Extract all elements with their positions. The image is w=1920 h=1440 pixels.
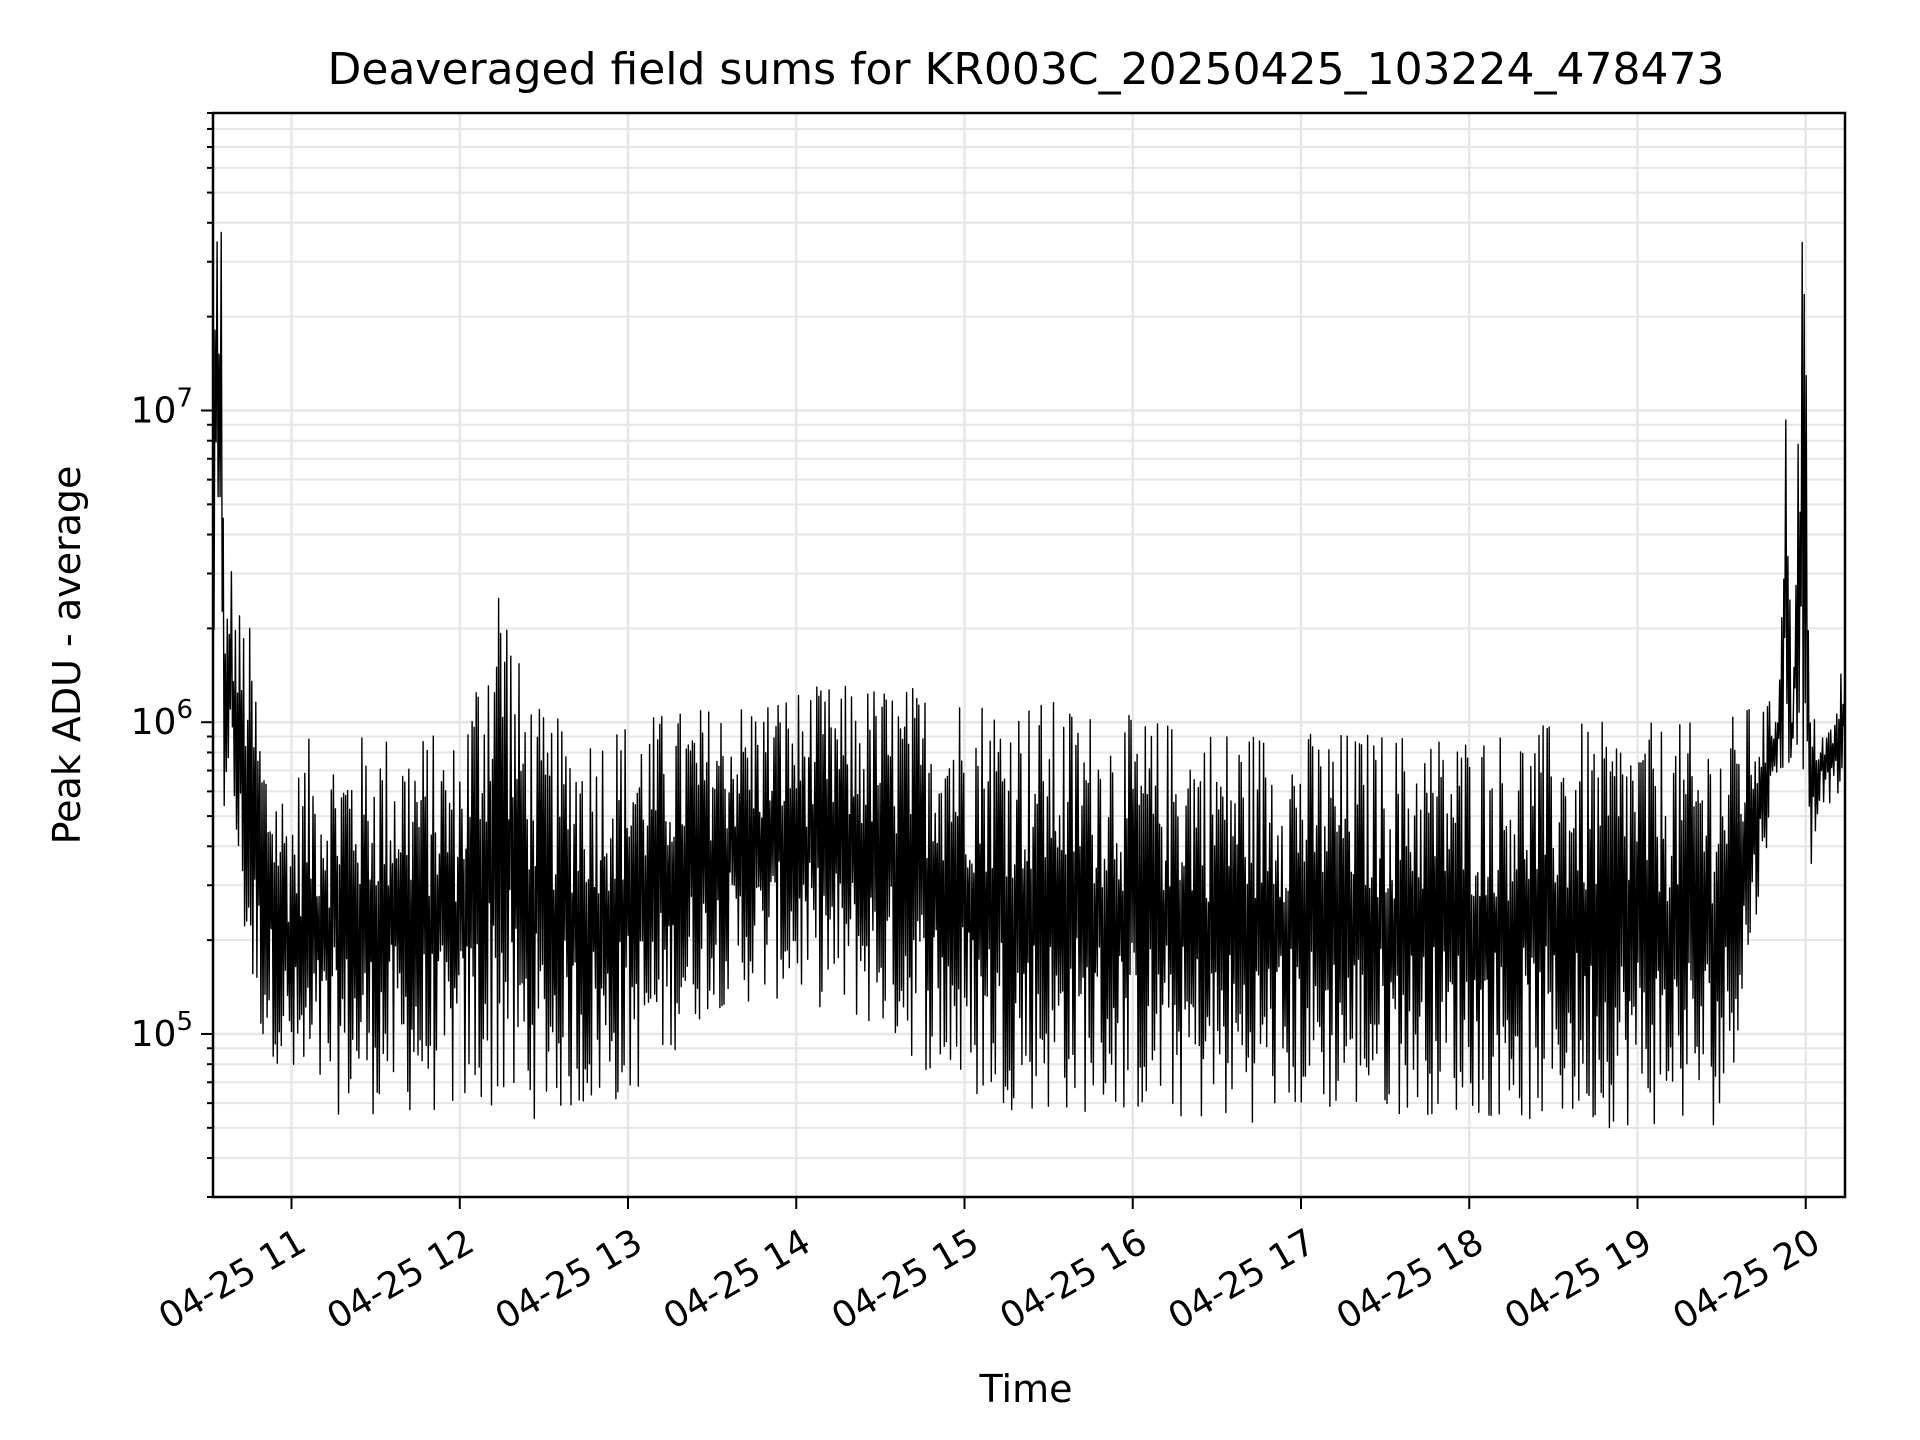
x-axis-label: Time — [979, 1367, 1073, 1411]
chart-title: Deaveraged field sums for KR003C_2025042… — [328, 44, 1725, 95]
y-axis-label: Peak ADU - average — [45, 466, 89, 845]
plot-frame — [211, 111, 1847, 1199]
y-tick-label: 106 — [131, 695, 193, 743]
y-tick-label: 105 — [131, 1007, 193, 1055]
data-line — [212, 231, 1846, 1129]
y-tick-label: 107 — [131, 383, 193, 431]
series-line — [212, 231, 1846, 1129]
